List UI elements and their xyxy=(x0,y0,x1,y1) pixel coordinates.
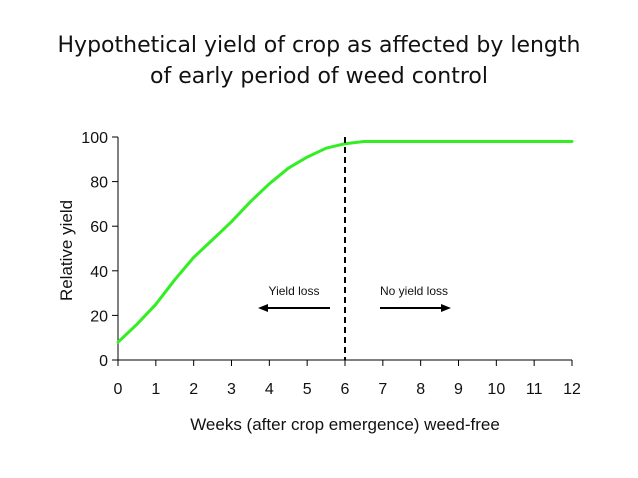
x-tick-label: 10 xyxy=(487,381,505,398)
x-tick-label: 1 xyxy=(151,381,160,398)
y-tick-label: 0 xyxy=(99,353,108,370)
arrow-left-head xyxy=(258,304,268,312)
x-tick-label: 11 xyxy=(526,381,543,398)
x-tick-label: 5 xyxy=(303,381,312,398)
arrow-right-head xyxy=(441,304,451,312)
x-tick-label: 7 xyxy=(378,381,387,398)
series-line xyxy=(116,140,574,344)
x-tick-label: 12 xyxy=(563,381,581,398)
x-tick-label: 2 xyxy=(189,381,198,398)
y-axis-ticks: 0 20 40 60 80 100 xyxy=(81,130,118,370)
y-tick-label: 40 xyxy=(90,264,108,281)
y-tick-label: 80 xyxy=(90,175,108,192)
x-tick-label: 0 xyxy=(114,381,123,398)
y-tick-label: 100 xyxy=(81,130,108,147)
x-tick-label: 3 xyxy=(227,381,236,398)
x-tick-label: 8 xyxy=(416,381,425,398)
y-tick-label: 20 xyxy=(90,308,108,325)
x-tick-label: 6 xyxy=(341,381,350,398)
annotation-yield-loss: Yield loss xyxy=(269,284,320,298)
annotations: Yield loss No yield loss xyxy=(258,284,451,312)
x-axis-ticks: 0 1 2 3 4 5 6 7 8 9 10 11 12 xyxy=(114,360,581,398)
annotation-no-yield-loss: No yield loss xyxy=(380,284,448,298)
y-axis-title: Relative yield xyxy=(57,200,76,301)
series-group xyxy=(116,137,574,360)
chart-title-line-1: Hypothetical yield of crop as affected b… xyxy=(57,33,581,58)
chart-title: Hypothetical yield of crop as affected b… xyxy=(0,30,638,92)
x-axis-title: Weeks (after crop emergence) weed-free xyxy=(190,415,500,434)
chart-title-line-2: of early period of weed control xyxy=(150,64,488,89)
y-tick-label: 60 xyxy=(90,219,108,236)
x-tick-label: 9 xyxy=(454,381,463,398)
x-tick-label: 4 xyxy=(265,381,274,398)
